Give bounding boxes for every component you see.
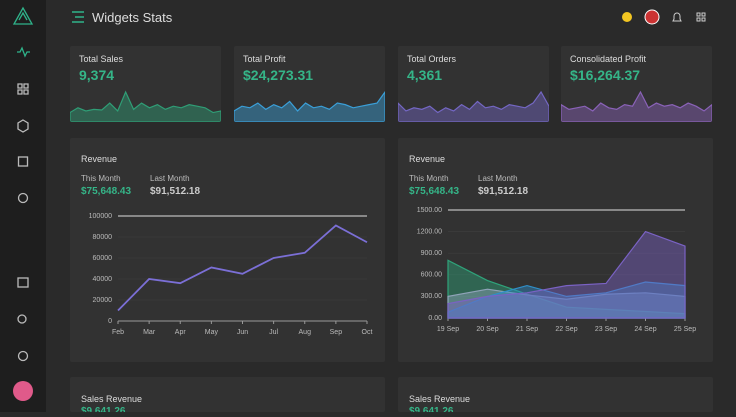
y-tick-label: 40000 (93, 276, 113, 283)
x-tick-label: 19 Sep (437, 326, 459, 333)
stat-card: Total Profit $24,273.31 (234, 46, 385, 122)
y-tick-label: 80000 (93, 234, 113, 241)
chart: 0 20000 40000 60000 80000 100000 Feb Mar Apr May J… (89, 213, 373, 336)
y-tick-label: 300.00 (421, 293, 443, 300)
line (117, 224, 368, 312)
x-tick-label: Aug (299, 329, 312, 336)
y-tick-label: 1500.00 (417, 207, 442, 214)
stat-value: $24,273.31 (243, 67, 314, 83)
sales-card: Sales Revenue $9,641.26 (70, 377, 385, 412)
sparkline-area (398, 90, 549, 122)
last-month-value: $91,512.18 (478, 186, 529, 197)
nav-settings[interactable] (17, 350, 29, 362)
y-tick-label: 0.00 (428, 315, 442, 322)
stat-value: $16,264.37 (570, 67, 641, 83)
x-tick-label: 21 Sep (516, 326, 538, 333)
card-title: Revenue (409, 154, 446, 164)
sparkline (561, 90, 712, 122)
x-tick-label: May (205, 329, 219, 336)
notifications[interactable] (672, 12, 682, 22)
sparkline-area (70, 90, 221, 122)
y-tick-label: 20000 (93, 297, 113, 304)
this-month-value: $75,648.43 (409, 186, 460, 197)
y-tick-label: 600.00 (421, 272, 443, 279)
sparkline (70, 90, 221, 122)
sparkline (398, 90, 549, 122)
x-tick-label: Jul (269, 329, 278, 336)
x-tick-label: 20 Sep (476, 326, 498, 333)
sparkline-area (561, 90, 712, 122)
stat-card: Total Orders 4,361 (398, 46, 549, 122)
card-title: Sales Revenue (409, 394, 471, 404)
nav-activity[interactable] (17, 46, 30, 58)
x-tick-label: Sep (330, 329, 343, 336)
this-month-value: $75,648.43 (81, 186, 132, 197)
nav-search[interactable] (17, 314, 27, 324)
card-value: $9,641.26 (409, 406, 454, 412)
sales-card: Sales Revenue $9,641.26 (398, 377, 713, 412)
y-tick-label: 900.00 (421, 250, 443, 257)
avatar[interactable] (13, 381, 33, 401)
y-tick-label: 1200.00 (417, 228, 442, 235)
theme-toggle[interactable] (622, 12, 632, 22)
apps[interactable] (696, 12, 706, 22)
stat-value: 4,361 (407, 67, 443, 83)
last-month-value: $91,512.18 (150, 186, 201, 197)
x-tick-label: 23 Sep (595, 326, 617, 333)
language-flag[interactable] (644, 9, 660, 25)
x-tick-label: 24 Sep (634, 326, 656, 333)
sparkline-area (234, 90, 385, 122)
y-tick-label: 0 (108, 318, 112, 325)
logo (12, 6, 34, 25)
nav-panel[interactable] (17, 277, 29, 288)
stat-value: 9,374 (79, 67, 115, 83)
stat-card: Consolidated Profit $16,264.37 (561, 46, 712, 122)
x-tick-label: Mar (143, 329, 156, 336)
stat-title: Consolidated Profit (570, 54, 647, 64)
card-title: Sales Revenue (81, 394, 143, 404)
card-title: Revenue (81, 154, 118, 164)
revenue-card: Revenue This Month $75,648.43 Last Month $91… (70, 138, 385, 362)
page-title: Widgets Stats (92, 10, 173, 25)
x-tick-label: 25 Sep (674, 326, 696, 333)
card-value: $9,641.26 (81, 406, 126, 412)
sidebar (0, 0, 46, 412)
nav-chat[interactable] (17, 192, 29, 204)
sparkline (234, 90, 385, 122)
stat-title: Total Sales (79, 54, 124, 64)
menu-icon[interactable] (70, 9, 86, 25)
sidebar-icons (12, 6, 34, 401)
this-month-label: This Month (409, 174, 449, 183)
y-tick-label: 100000 (89, 213, 112, 220)
stat-title: Total Profit (243, 54, 286, 64)
nav-box[interactable] (17, 119, 29, 133)
header-icons (622, 9, 706, 25)
x-tick-label: Feb (112, 329, 124, 336)
stat-title: Total Orders (407, 54, 457, 64)
nav-chip[interactable] (17, 156, 29, 167)
revenue-card: Revenue This Month $75,648.43 Last Month $91… (398, 138, 713, 362)
x-tick-label: Oct (362, 329, 373, 336)
nav-dashboard[interactable] (17, 83, 29, 95)
y-tick-label: 60000 (93, 255, 113, 262)
x-tick-label: 22 Sep (555, 326, 577, 333)
last-month-label: Last Month (150, 174, 190, 183)
stat-card: Total Sales 9,374 (70, 46, 221, 122)
this-month-label: This Month (81, 174, 121, 183)
x-tick-label: Jun (237, 329, 248, 336)
chart: 0.00 300.00 600.00 900.00 1200.00 1500.00 19 S… (417, 207, 697, 333)
last-month-label: Last Month (478, 174, 518, 183)
area (447, 230, 686, 319)
x-tick-label: Apr (175, 329, 187, 336)
